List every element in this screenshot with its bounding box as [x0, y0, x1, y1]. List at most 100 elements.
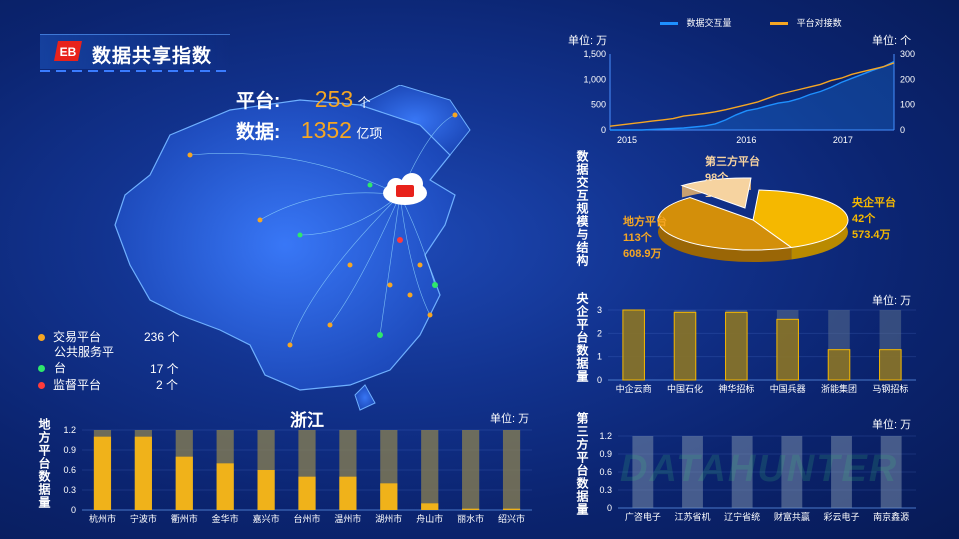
- title-bar: EB 数据共享指数: [40, 34, 230, 69]
- x-tick-label: 宁波市: [130, 513, 157, 524]
- svg-text:EB: EB: [60, 45, 77, 59]
- pie-section-title: 数据交互规模与结构: [575, 150, 589, 267]
- bar: [879, 349, 902, 381]
- x-tick-label: 中国兵器: [770, 383, 806, 394]
- bar-background: [421, 430, 439, 510]
- x-tick-label: 中企云商: [616, 383, 652, 394]
- data-value: 1352: [300, 117, 352, 143]
- line-left-unit: 单位: 万: [568, 35, 608, 47]
- bar-background: [502, 430, 521, 510]
- y-tick-label: 0.6: [63, 465, 76, 475]
- central-bar-unit: 单位: 万: [872, 295, 912, 307]
- central-bar-title: 央企平台数据量: [575, 292, 589, 383]
- y-right-tick-label: 300: [900, 49, 915, 59]
- y-left-tick-label: 0: [601, 125, 606, 135]
- y-tick-label: 3: [597, 305, 602, 315]
- line-legend: 数据交互量 平台对接数: [660, 16, 842, 29]
- x-tick-label: 2015: [617, 135, 637, 145]
- data-label: 数据:: [236, 122, 281, 143]
- pie-label-name: 央企平台: [852, 195, 896, 209]
- zhejiang-bar-chart: 0 0.3 0.6 0.9 1.2 杭州市 宁波市 衢州市 金华市 嘉兴市 台州市 温州市 湖州市 舟山市…: [63, 425, 532, 524]
- x-tick-label: 财富共赢: [774, 511, 810, 522]
- pie-label-name: 第三方平台: [705, 154, 760, 168]
- y-tick-label: 0.3: [599, 485, 612, 495]
- x-tick-label: 湖州市: [375, 513, 402, 524]
- x-tick-label: 江苏省机: [674, 511, 710, 522]
- platform-value: 253: [314, 86, 354, 112]
- pie-label-count: 98个: [705, 170, 729, 184]
- x-tick-label: 彩云电子: [823, 511, 859, 522]
- map-legend: 交易平台 236 个 公共服务平台 17 个 监督平台 2 个: [38, 328, 188, 392]
- y-tick-label: 2: [597, 328, 602, 338]
- bar: [380, 483, 398, 510]
- x-tick-label: 2017: [833, 135, 853, 145]
- x-tick-label: 2016: [736, 135, 756, 145]
- third-bar-title: 第三方平台数据量: [575, 412, 589, 516]
- pie-slice: [752, 189, 849, 248]
- legend-value: 17 个: [150, 362, 179, 376]
- legend-item-public[interactable]: 公共服务平台 17 个: [38, 344, 188, 376]
- bar: [298, 476, 316, 510]
- x-tick-label: 衢州市: [171, 513, 198, 524]
- bar: [462, 508, 480, 510]
- x-tick-label: 绍兴市: [498, 513, 525, 524]
- x-tick-label: 丽水市: [457, 513, 484, 524]
- third-bar-chart: 0 0.3 0.6 0.9 1.2 广咨电子 江苏省机 辽宁省统 财富共赢 彩云电子 南京鑫源: [599, 431, 916, 522]
- x-tick-label: 金华市: [212, 513, 239, 524]
- legend-label-platform[interactable]: 平台对接数: [796, 18, 842, 28]
- bar-background: [462, 430, 480, 510]
- zhejiang-title: 浙江: [290, 411, 324, 430]
- y-tick-label: 0.3: [63, 485, 76, 495]
- platform-unit: 个: [357, 95, 371, 110]
- trade-dot-icon: [38, 334, 45, 341]
- y-left-tick-label: 1,000: [583, 74, 606, 84]
- legend-item-supervision[interactable]: 监督平台 2 个: [38, 376, 188, 392]
- series-line: [610, 60, 895, 131]
- bar-background: [781, 436, 803, 508]
- pie-label-amount: 608.9万: [623, 247, 662, 260]
- legend-value: 2 个: [156, 378, 179, 392]
- cloud-hub-icon: [383, 173, 427, 205]
- line-chart: 0 500 1,000 1,500 0 100 200 300 2015 2016 2017: [583, 49, 915, 145]
- legend-label-interaction[interactable]: 数据交互量: [686, 18, 732, 28]
- x-tick-label: 神华招标: [718, 383, 754, 394]
- bar: [776, 318, 799, 381]
- y-tick-label: 1.2: [63, 425, 76, 435]
- pie-chart: 央企平台 42个 573.4万 地方平台 113个 608.9万 第三方平台 98个 169.7…: [623, 154, 896, 262]
- bar: [673, 311, 697, 381]
- central-bar-chart: 0 1 2 3 中企云商 中国石化 神华招标 中国兵器 浙能集团 马钢招标: [597, 305, 916, 394]
- bar-background: [831, 436, 852, 508]
- y-tick-label: 0.9: [599, 449, 612, 459]
- bar: [725, 311, 748, 381]
- china-map: [114, 85, 471, 411]
- platform-stat: 平台: 253 个: [236, 86, 371, 113]
- bar: [175, 456, 193, 510]
- x-tick-label: 温州市: [334, 513, 361, 524]
- y-tick-label: 0.6: [599, 467, 612, 477]
- page-title: 数据共享指数: [92, 46, 213, 67]
- legend-item-trade[interactable]: 交易平台 236 个: [38, 328, 188, 344]
- legend-label: 交易平台: [53, 330, 102, 344]
- zhejiang-ylabel: 地方平台数据量: [37, 418, 51, 509]
- bar: [93, 436, 112, 510]
- area-fill: [610, 61, 894, 130]
- bar: [827, 349, 851, 381]
- public-dot-icon: [38, 365, 45, 372]
- x-tick-label: 杭州市: [89, 513, 116, 524]
- legend-label: 监督平台: [53, 378, 102, 392]
- y-tick-label: 0: [607, 503, 612, 513]
- y-tick-label: 0: [71, 505, 76, 515]
- y-tick-label: 0: [597, 375, 602, 385]
- pie-label-name: 地方平台: [623, 214, 667, 228]
- x-tick-label: 嘉兴市: [253, 513, 280, 524]
- bar: [622, 309, 645, 381]
- pie-slice-side: [657, 197, 792, 262]
- pie-label-amount: 169.7万: [705, 187, 744, 200]
- bar: [421, 503, 439, 510]
- x-tick-label: 广咨电子: [625, 511, 661, 522]
- bar-background: [682, 436, 703, 508]
- supervision-dot-icon: [38, 382, 45, 389]
- data-stat: 数据: 1352 亿项: [236, 117, 382, 144]
- x-tick-label: 台州市: [293, 513, 320, 524]
- bar-background: [731, 436, 753, 508]
